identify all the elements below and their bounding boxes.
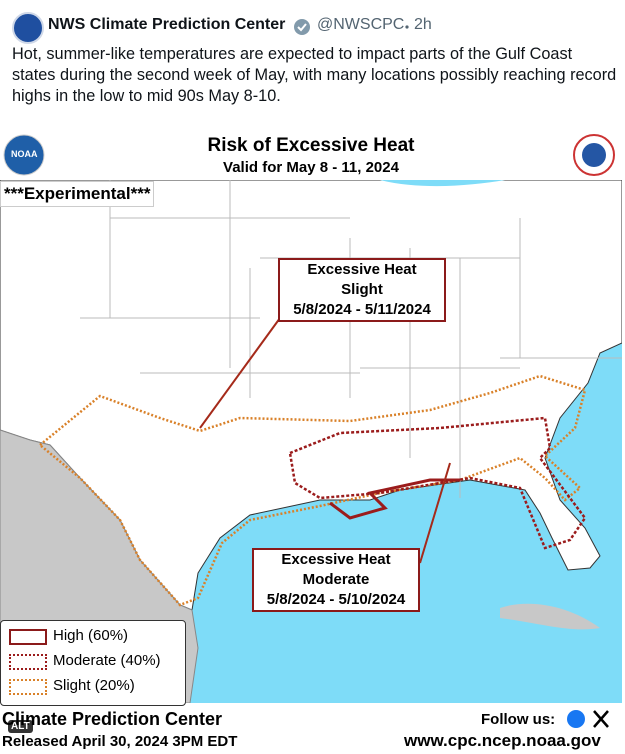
footer-center: Climate Prediction Center <box>2 709 223 729</box>
legend: High (60%) Moderate (40%) Slight (20%) <box>0 620 186 706</box>
callout-title: Excessive Heat <box>281 551 391 568</box>
callout-dates: 5/8/2024 - 5/11/2024 <box>293 301 431 318</box>
callout-level: Slight <box>341 281 383 298</box>
footer-released: Released April 30, 2024 3PM EDT <box>2 733 238 750</box>
callout-level: Moderate <box>302 571 370 588</box>
alt-badge[interactable]: ALT <box>8 720 33 733</box>
callout-title: Excessive Heat <box>307 261 417 278</box>
noaa-logo: NOAA <box>11 149 38 159</box>
social-icons[interactable] <box>566 708 612 730</box>
time[interactable]: 2h <box>414 16 432 33</box>
footer-url[interactable]: www.cpc.ncep.noaa.gov <box>404 731 601 750</box>
footer-follow: Follow us: <box>481 711 556 728</box>
experimental-tag: ***Experimental*** <box>0 181 155 207</box>
author[interactable]: NWS Climate Prediction Center <box>48 16 286 33</box>
map-title: Risk of Excessive Heat <box>207 135 415 156</box>
verified-badge <box>294 19 310 35</box>
map-subtitle: Valid for May 8 - 11, 2024 <box>223 159 399 176</box>
legend-label: Slight (20%) <box>53 677 135 694</box>
callout-dates: 5/8/2024 - 5/10/2024 <box>266 591 406 608</box>
legend-swatch-moderate <box>9 654 47 670</box>
legend-label: High (60%) <box>53 627 129 644</box>
avatar[interactable] <box>12 12 44 44</box>
separator-dot <box>405 25 409 29</box>
handle[interactable]: @NWSCPC <box>317 16 405 33</box>
legend-swatch-slight <box>9 679 47 695</box>
slight-callout: Excessive Heat Slight 5/8/2024 - 5/11/20… <box>278 258 446 322</box>
legend-label: Moderate (40%) <box>53 652 161 669</box>
tweet-text: Hot, summer-like temperatures are expect… <box>12 45 617 105</box>
legend-swatch-high <box>9 629 47 645</box>
moderate-callout: Excessive Heat Moderate 5/8/2024 - 5/10/… <box>252 548 420 612</box>
